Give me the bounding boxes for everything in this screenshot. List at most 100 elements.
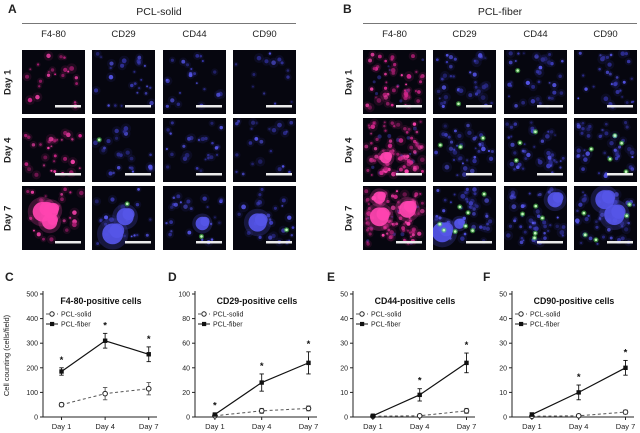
- micrograph-pcl-solid-day1-cd90: [233, 50, 296, 114]
- y-tick-label: 50: [499, 292, 507, 299]
- scale-bar: [266, 173, 292, 176]
- scale-bar: [466, 105, 492, 108]
- scale-bar: [607, 241, 633, 244]
- y-tick-label: 40: [340, 316, 348, 323]
- scale-bar: [125, 241, 151, 244]
- y-tick-label: 0: [344, 415, 348, 422]
- micrograph-pcl-fiber-day4-cd29: [433, 118, 496, 182]
- y-axis-label: Cell counting (cells/field): [2, 314, 11, 396]
- y-tick-label: 80: [182, 316, 190, 323]
- legend-label-pcl-fiber: PCL-fiber: [61, 322, 91, 329]
- panel-b-title: PCL-fiber: [477, 6, 523, 18]
- scale-bar: [196, 173, 222, 176]
- x-tick-label-day-1: Day 1: [363, 422, 383, 431]
- column-header-cd44: CD44: [182, 29, 207, 40]
- chart-d: 0 20 40 60 80 100 Day 1 Day 4 Day 7 CD29-positive…: [178, 291, 319, 431]
- legend-label-pcl-fiber: PCL-fiber: [213, 322, 243, 329]
- row-label-day-7: Day 7: [2, 205, 14, 231]
- micrograph-pcl-solid-day4-cd90: [233, 118, 296, 182]
- data-point-filled-square: [370, 413, 376, 418]
- panel-label-f: F: [483, 270, 491, 284]
- x-tick-label-day-7: Day 7: [616, 422, 636, 431]
- micrograph-pcl-fiber-day1-f4-80: [363, 50, 426, 114]
- legend-filled-square-marker: [202, 321, 207, 327]
- y-tick-label: 400: [26, 316, 38, 323]
- significance-asterisk: *: [60, 355, 64, 366]
- chart-e: 0 10 20 30 40 50 Day 1 Day 4 Day 7 CD44-positive …: [340, 291, 477, 431]
- micrograph-pcl-fiber-day4-cd90: [574, 118, 637, 182]
- scale-bar: [537, 241, 563, 244]
- scale-bar: [607, 105, 633, 108]
- significance-asterisk: *: [418, 376, 422, 387]
- legend-open-circle-marker: [49, 311, 55, 317]
- chart-f: 0 10 20 30 40 50 Day 1 Day 4 Day 7 CD90-positive …: [499, 291, 636, 431]
- x-tick-label-day-1: Day 1: [52, 422, 72, 431]
- scale-bar: [55, 173, 81, 176]
- micrograph-pcl-fiber-day1-cd44: [504, 50, 567, 114]
- significance-asterisk: *: [577, 372, 581, 383]
- column-header-cd44: CD44: [523, 29, 548, 40]
- scale-bar: [55, 241, 81, 244]
- y-tick-label: 10: [340, 390, 348, 397]
- legend-filled-square-marker: [360, 321, 365, 327]
- panel-a-title: PCL-solid: [136, 6, 182, 18]
- micrograph-pcl-solid-day1-cd44: [163, 50, 226, 114]
- data-point-filled-square: [623, 365, 628, 370]
- scale-bar: [466, 241, 492, 244]
- scale-bar: [396, 241, 422, 244]
- micrograph-pcl-fiber-day1-cd29: [433, 50, 496, 114]
- micrograph-pcl-solid-day7-cd29: [92, 186, 155, 250]
- micrograph-pcl-solid-day4-cd29: [92, 118, 155, 182]
- data-point-filled-square: [212, 412, 218, 417]
- micrograph-pcl-fiber-day7-cd44: [504, 186, 567, 250]
- chart-title: CD90-positive cells: [534, 296, 615, 306]
- micrograph-pcl-fiber-day7-cd29: [433, 186, 496, 250]
- data-point-filled-square: [146, 352, 151, 357]
- legend-label-pcl-solid: PCL-solid: [530, 312, 560, 319]
- data-point-filled-square: [59, 369, 64, 374]
- data-point-filled-square: [576, 390, 581, 395]
- legend-filled-square-marker: [519, 321, 524, 327]
- micrograph-pcl-fiber-day4-cd44: [504, 118, 567, 182]
- y-tick-label: 60: [182, 341, 190, 348]
- legend-label-pcl-fiber: PCL-fiber: [530, 322, 560, 329]
- row-label-day-4: Day 4: [343, 137, 355, 163]
- y-tick-label: 20: [340, 365, 348, 372]
- y-tick-label: 40: [499, 316, 507, 323]
- y-tick-label: 40: [182, 365, 190, 372]
- micrograph-pcl-solid-day4-f4-80: [22, 118, 85, 182]
- data-point-filled-square: [464, 360, 469, 366]
- data-point-open-circle: [575, 412, 582, 419]
- panel-label-a: A: [8, 2, 17, 16]
- scale-bar: [266, 105, 292, 108]
- x-tick-label-day-7: Day 7: [299, 422, 319, 431]
- panel-label-e: E: [327, 270, 336, 284]
- significance-asterisk: *: [624, 347, 628, 358]
- micrograph-pcl-solid-day7-cd90: [233, 186, 296, 250]
- legend-open-circle-marker: [201, 311, 207, 317]
- panel-label-b: B: [343, 2, 352, 16]
- legend-label-pcl-solid: PCL-solid: [213, 312, 243, 319]
- y-tick-label: 500: [26, 292, 38, 299]
- chart-title: CD44-positive cells: [375, 296, 456, 306]
- significance-asterisk: *: [260, 361, 264, 372]
- x-tick-label-day-7: Day 7: [139, 422, 159, 431]
- scale-bar: [537, 105, 563, 108]
- legend-open-circle-marker: [359, 311, 365, 317]
- column-header-cd90: CD90: [593, 29, 618, 40]
- column-header-cd29: CD29: [452, 29, 477, 40]
- x-tick-label-day-7: Day 7: [457, 422, 477, 431]
- legend-open-circle-marker: [518, 311, 524, 317]
- y-tick-label: 30: [499, 341, 507, 348]
- x-tick-label-day-4: Day 4: [410, 422, 430, 431]
- row-label-day-7: Day 7: [343, 205, 355, 231]
- x-tick-label-day-1: Day 1: [522, 422, 542, 431]
- significance-asterisk: *: [213, 400, 217, 411]
- row-label-day-1: Day 1: [2, 69, 14, 95]
- x-tick-label-day-4: Day 4: [252, 422, 272, 431]
- micrograph-pcl-solid-day7-f4-80: [22, 186, 85, 250]
- legend-label-pcl-solid: PCL-solid: [371, 312, 401, 319]
- y-tick-label: 20: [499, 365, 507, 372]
- scale-bar: [266, 241, 292, 244]
